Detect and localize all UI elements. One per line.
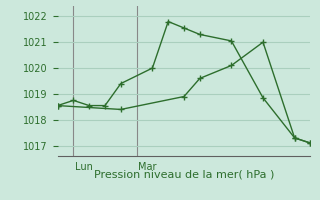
Text: Mar: Mar [138,162,157,172]
Text: Lun: Lun [75,162,93,172]
X-axis label: Pression niveau de la mer( hPa ): Pression niveau de la mer( hPa ) [94,170,274,180]
